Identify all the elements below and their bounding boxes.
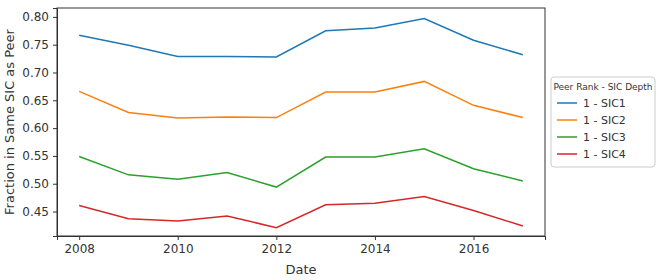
legend-label: 1 - SIC2 — [583, 114, 626, 127]
y-tick-mark — [53, 212, 57, 213]
legend-swatch — [557, 119, 577, 121]
y-tick-mark — [53, 100, 57, 101]
legend-box — [551, 77, 655, 167]
y-tick-label: 0.75 — [22, 38, 49, 52]
x-tick: 2014 — [360, 236, 391, 256]
y-tick-mark — [53, 184, 57, 185]
y-tick: 0.50 — [22, 177, 57, 191]
legend-swatch — [557, 153, 577, 155]
x-tick-mark — [375, 236, 376, 240]
x-tick-mark — [79, 236, 80, 240]
legend-title: Peer Rank - SIC Depth — [553, 82, 652, 92]
plot: 2008 2010 2012 2014 2016 0.45 0.50 0.55 0.60 0.65… — [22, 8, 545, 256]
y-tick: 0.80 — [22, 10, 57, 24]
x-tick-label: 2014 — [360, 242, 391, 256]
x-tick-mark — [178, 236, 179, 240]
legend: Peer Rank - SIC Depth 1 - SIC1 1 - SIC2 1 -… — [551, 77, 655, 167]
y-tick: 0.55 — [22, 149, 57, 163]
x-tick-label: 2008 — [64, 242, 95, 256]
y-tick-mark — [53, 17, 57, 18]
lines — [79, 19, 523, 228]
legend-label: 1 - SIC4 — [583, 148, 626, 161]
y-tick-label: 0.60 — [22, 121, 49, 135]
plot-frame — [57, 8, 545, 236]
y-tick-label: 0.50 — [22, 177, 49, 191]
y-axis: 0.45 0.50 0.55 0.60 0.65 0.70 0.75 0.80 — [22, 9, 57, 237]
y-tick: 0.75 — [22, 38, 57, 52]
x-tick: 2010 — [163, 236, 194, 256]
legend-label: 1 - SIC1 — [583, 97, 626, 110]
x-tick: 2012 — [262, 236, 293, 256]
y-tick-label: 0.70 — [22, 66, 49, 80]
y-tick-label: 0.80 — [22, 10, 49, 24]
y-tick-mark — [53, 73, 57, 74]
y-tick: 0.70 — [22, 66, 57, 80]
y-tick-mark — [53, 156, 57, 157]
x-tick-mark — [276, 236, 277, 240]
x-tick-mark — [474, 236, 475, 240]
x-axis-line — [58, 237, 546, 241]
series-line — [79, 19, 523, 57]
y-tick: 0.60 — [22, 121, 57, 135]
legend-swatch — [557, 102, 577, 104]
y-axis-title: Fraction in Same SIC as Peer — [2, 28, 17, 215]
series-line — [79, 197, 523, 228]
y-tick-label: 0.45 — [22, 205, 49, 219]
x-tick: 2008 — [64, 236, 95, 256]
y-tick-mark — [53, 128, 57, 129]
y-tick: 0.65 — [22, 94, 57, 108]
y-tick-label: 0.55 — [22, 149, 49, 163]
series-line — [79, 149, 523, 187]
y-tick-mark — [53, 45, 57, 46]
x-axis: 2008 2010 2012 2014 2016 — [58, 236, 546, 256]
x-tick-label: 2010 — [163, 242, 194, 256]
legend-swatch — [557, 136, 577, 138]
x-axis-title: Date — [285, 262, 316, 277]
chart: 2008 2010 2012 2014 2016 0.45 0.50 0.55 0.60 0.65… — [0, 0, 659, 280]
legend-label: 1 - SIC3 — [583, 131, 626, 144]
x-tick-label: 2012 — [262, 242, 293, 256]
y-tick: 0.45 — [22, 205, 57, 219]
y-tick-label: 0.65 — [22, 94, 49, 108]
x-tick: 2016 — [459, 236, 490, 256]
series-line — [79, 81, 523, 118]
x-tick-label: 2016 — [459, 242, 490, 256]
